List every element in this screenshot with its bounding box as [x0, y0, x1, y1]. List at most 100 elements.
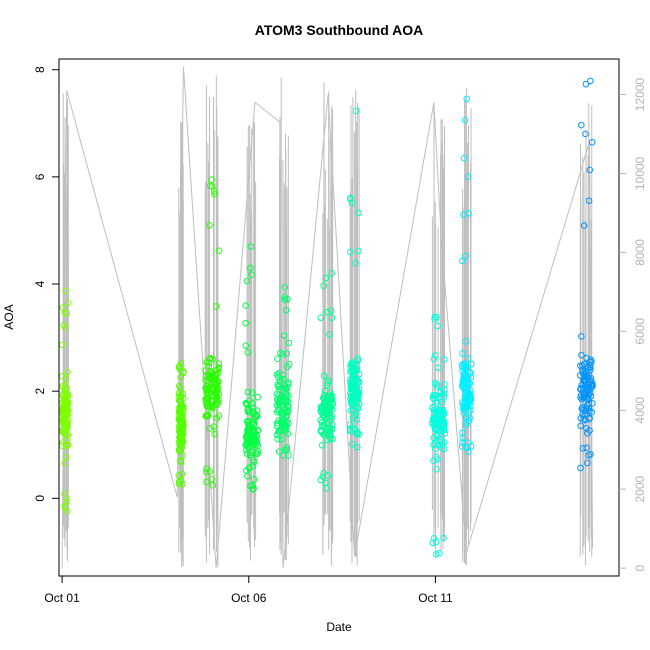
aoa-point — [245, 444, 252, 452]
aoa-point — [273, 422, 281, 430]
aoa-point — [177, 393, 185, 401]
aoa-point — [467, 442, 475, 450]
aoa-point — [577, 464, 584, 472]
aoa-point — [585, 390, 592, 398]
aoa-point — [177, 446, 185, 454]
aoa-point — [323, 484, 330, 492]
aoa-point — [284, 407, 291, 414]
aoa-point — [435, 364, 442, 372]
aoa-point — [437, 395, 444, 403]
aoa-point — [276, 378, 284, 385]
aoa-point — [178, 439, 186, 446]
aoa-point — [458, 257, 466, 265]
aoa-point — [326, 389, 334, 396]
aoa-point — [212, 388, 220, 396]
aoa-point — [61, 386, 68, 393]
aoa-point — [205, 371, 212, 379]
aoa-point — [244, 349, 252, 356]
aoa-point — [317, 314, 325, 322]
aoa-point — [430, 457, 437, 464]
x-tick-label: Oct 06 — [231, 591, 267, 605]
aoa-point — [207, 403, 214, 410]
aoa-point — [212, 396, 220, 404]
aoa-point — [437, 388, 444, 396]
aoa-point — [430, 395, 437, 402]
aoa-point — [285, 339, 293, 347]
aoa-point — [179, 410, 186, 418]
aoa-point — [348, 440, 356, 448]
aoa-point — [467, 360, 475, 368]
aoa-point — [318, 442, 326, 449]
aoa-point — [250, 438, 258, 445]
aoa-point — [459, 350, 466, 357]
aoa-point — [577, 385, 585, 392]
aoa-point — [61, 459, 69, 467]
aoa-point — [243, 433, 250, 440]
aoa-point — [284, 430, 292, 437]
aoa-point — [434, 456, 441, 463]
plot-frame — [58, 58, 620, 577]
aoa-point — [281, 296, 289, 304]
aoa-point — [434, 322, 441, 330]
aoa-point — [578, 351, 585, 359]
aoa-point — [462, 419, 470, 427]
aoa-point — [325, 408, 333, 415]
aoa-point — [242, 342, 250, 349]
aoa-point — [63, 508, 71, 515]
aoa-point — [348, 395, 356, 402]
aoa-point — [440, 534, 447, 542]
aoa-point — [433, 381, 441, 388]
aoa-point — [588, 139, 596, 146]
aoa-point — [583, 354, 590, 362]
aoa-point — [249, 408, 256, 415]
aoa-point — [280, 332, 288, 339]
aoa-point — [323, 308, 331, 316]
y2-tick-label: 12000 — [633, 78, 647, 112]
aoa-point — [462, 252, 469, 260]
aoa-point — [433, 436, 440, 443]
aoa-point — [206, 222, 213, 229]
aoa-point — [585, 371, 593, 379]
aoa-point — [250, 456, 257, 464]
aoa-point — [178, 415, 185, 423]
aoa-point — [354, 398, 361, 405]
aoa-point — [179, 425, 187, 432]
aoa-point — [438, 398, 445, 406]
x-tick-label: Oct 01 — [44, 591, 80, 605]
aoa-point — [63, 410, 71, 418]
aoa-point — [579, 362, 586, 369]
y-tick-label: 2 — [33, 388, 47, 395]
aoa-point — [579, 445, 587, 452]
aoa-point — [247, 264, 254, 272]
aoa-point — [328, 415, 335, 423]
aoa-point — [203, 478, 210, 486]
aoa-point — [324, 472, 332, 479]
aoa-point — [586, 407, 593, 415]
aoa-point — [246, 408, 253, 416]
aoa-point — [354, 355, 362, 363]
aoa-point — [351, 387, 359, 394]
aoa-point — [349, 406, 357, 414]
aoa-point — [349, 367, 356, 374]
aoa-point — [213, 366, 220, 374]
aoa-point — [250, 458, 258, 466]
aoa-point — [432, 538, 440, 546]
aoa-point — [350, 425, 358, 432]
aoa-point — [249, 482, 256, 489]
aoa-point — [465, 209, 472, 217]
aoa-point — [244, 406, 252, 414]
aoa-point — [352, 107, 360, 115]
aoa-point — [246, 465, 253, 472]
aoa-point — [582, 407, 590, 414]
aoa-point — [280, 384, 288, 392]
aoa-point — [250, 409, 258, 416]
aoa-point — [203, 465, 210, 473]
aoa-point — [582, 80, 590, 88]
aoa-point — [347, 248, 354, 256]
aoa-point — [352, 412, 359, 419]
aoa-point — [283, 350, 291, 357]
aoa-point — [248, 271, 255, 278]
aoa-point — [176, 433, 183, 441]
aoa-point — [203, 412, 211, 420]
